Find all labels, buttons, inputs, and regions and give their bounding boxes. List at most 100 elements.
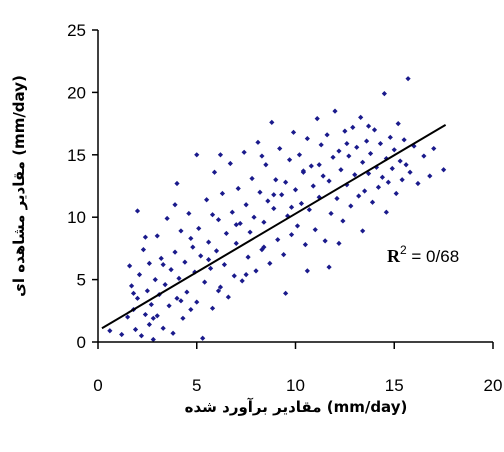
y-tick-label: 20 xyxy=(67,83,86,102)
data-point xyxy=(257,189,263,195)
data-point xyxy=(213,248,220,254)
data-point xyxy=(344,182,350,188)
data-point xyxy=(283,179,289,185)
data-point xyxy=(259,153,265,159)
data-point xyxy=(198,253,204,259)
data-point xyxy=(285,213,291,219)
data-point xyxy=(383,155,389,162)
data-point xyxy=(407,169,413,175)
data-point xyxy=(292,187,299,193)
r-squared-value: = 0/68 xyxy=(407,247,459,266)
data-point xyxy=(334,195,340,202)
data-point xyxy=(206,239,212,245)
data-point xyxy=(263,162,269,168)
data-point xyxy=(202,279,208,285)
data-point xyxy=(233,240,239,247)
data-point xyxy=(178,298,184,304)
data-point xyxy=(150,336,156,343)
data-point xyxy=(188,235,194,242)
data-point xyxy=(431,145,437,152)
data-point xyxy=(304,135,310,142)
data-point xyxy=(134,208,141,214)
data-point xyxy=(146,321,152,328)
data-point xyxy=(277,145,283,152)
data-point xyxy=(154,233,160,239)
data-point xyxy=(207,265,214,271)
data-point xyxy=(320,173,326,179)
x-tick-label: 20 xyxy=(484,376,503,395)
data-point xyxy=(328,210,334,217)
data-point xyxy=(427,173,433,179)
data-point xyxy=(237,220,243,227)
data-point xyxy=(235,185,241,192)
data-point xyxy=(128,283,135,289)
axes: 0 5 10 15 20 25 0 5 10 15 20 xyxy=(67,21,502,395)
data-point xyxy=(316,162,322,168)
data-point xyxy=(365,170,372,177)
data-point xyxy=(421,153,427,159)
data-point xyxy=(152,277,158,283)
y-tick-label: 5 xyxy=(77,271,86,290)
data-point xyxy=(441,167,447,173)
data-point xyxy=(367,150,374,157)
data-point xyxy=(209,305,216,311)
data-point xyxy=(243,272,249,278)
data-point xyxy=(174,180,180,187)
data-point xyxy=(314,116,320,122)
data-point xyxy=(146,260,152,266)
data-point xyxy=(369,199,376,205)
data-point xyxy=(261,219,267,225)
data-point xyxy=(134,295,141,301)
data-point xyxy=(373,164,380,170)
data-point xyxy=(286,157,293,163)
data-point xyxy=(190,244,196,250)
data-point xyxy=(215,217,222,223)
data-point xyxy=(239,278,245,284)
r-squared-annotation: R2 = 0/68 xyxy=(387,243,459,266)
data-point xyxy=(332,108,338,114)
data-point xyxy=(273,177,279,183)
data-point xyxy=(324,132,330,138)
data-point xyxy=(393,190,399,197)
data-point xyxy=(330,154,336,160)
data-point xyxy=(350,124,356,130)
data-point xyxy=(209,212,216,218)
data-point xyxy=(389,165,395,172)
data-point xyxy=(166,303,172,309)
data-point xyxy=(322,238,328,244)
data-point xyxy=(387,134,393,140)
data-point xyxy=(385,179,391,185)
data-point xyxy=(138,333,145,339)
data-point xyxy=(227,160,233,167)
data-point xyxy=(397,158,403,164)
data-point xyxy=(164,215,170,222)
data-point xyxy=(119,331,125,338)
data-point xyxy=(360,228,366,234)
data-point xyxy=(194,299,200,305)
data-point xyxy=(265,198,271,204)
data-point xyxy=(223,230,229,237)
data-point xyxy=(395,121,401,127)
data-point xyxy=(132,326,139,333)
data-point xyxy=(229,209,235,215)
data-point xyxy=(154,313,160,319)
data-point xyxy=(356,193,362,199)
data-point xyxy=(170,330,176,336)
data-point xyxy=(251,214,257,220)
r-squared-superscript: 2 xyxy=(400,243,407,257)
data-point xyxy=(283,290,289,296)
y-tick-label: 25 xyxy=(67,21,86,40)
data-point xyxy=(142,311,148,318)
data-point xyxy=(275,237,281,243)
data-point xyxy=(377,140,384,147)
data-point xyxy=(221,262,227,268)
data-point xyxy=(342,128,348,134)
data-point xyxy=(348,203,354,209)
data-points xyxy=(107,76,447,343)
x-axis-title: مقادیر برآورد شده (mm/day) xyxy=(185,398,408,416)
data-point xyxy=(127,263,133,269)
data-point xyxy=(142,234,148,240)
data-point xyxy=(259,247,265,253)
data-point xyxy=(269,119,275,125)
x-tick-label: 10 xyxy=(286,376,305,395)
